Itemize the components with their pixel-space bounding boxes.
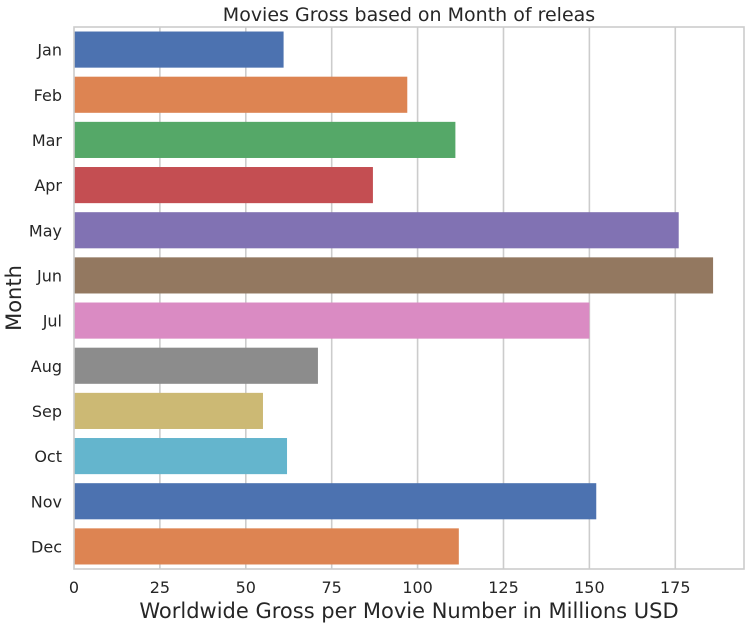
bar-feb [74,76,408,113]
x-tick-label-125: 125 [488,578,519,597]
y-tick-label-sep: Sep [32,402,62,421]
y-axis-label: Month [2,265,26,331]
bar-oct [74,438,288,475]
gridlines [159,27,677,569]
x-tick-label-25: 25 [150,578,170,597]
y-tick-label-dec: Dec [31,537,62,556]
y-tick-label-aug: Aug [31,357,62,376]
bar-nov [74,483,597,520]
bar-dec [74,528,459,565]
chart-title: Movies Gross based on Month of releas [223,4,595,26]
x-tick-label-100: 100 [402,578,433,597]
y-tick-labels: Jan Feb Mar Apr May Jun Jul Aug Sep Oct Nov Dec [29,41,63,557]
y-tick-label-may: May [29,221,62,240]
x-tick-label-0: 0 [69,578,79,597]
y-tick-label-feb: Feb [34,86,62,105]
x-tick-labels: 0 25 50 75 100 125 150 175 [69,578,691,597]
y-tick-label-apr: Apr [34,176,62,195]
y-tick-label-oct: Oct [34,447,62,466]
y-tick-label-mar: Mar [32,131,63,150]
bar-jan [74,31,284,68]
bar-jul [74,302,590,339]
y-tick-label-jul: Jul [42,312,62,331]
y-tick-label-jun: Jun [36,266,62,285]
plot-frame [73,26,745,570]
bar-sep [74,392,263,429]
x-tick-label-175: 175 [660,578,691,597]
x-tick-label-50: 50 [236,578,256,597]
x-tick-label-75: 75 [322,578,342,597]
x-axis-label: Worldwide Gross per Movie Number in Mill… [139,599,678,623]
bar-jun [74,257,714,294]
y-tick-label-jan: Jan [36,41,62,60]
x-tick-label-150: 150 [574,578,605,597]
bar-apr [74,167,373,204]
bars [74,31,714,565]
bar-aug [74,347,318,384]
y-tick-label-nov: Nov [31,492,62,511]
bar-mar [74,121,456,158]
bar-may [74,212,679,249]
